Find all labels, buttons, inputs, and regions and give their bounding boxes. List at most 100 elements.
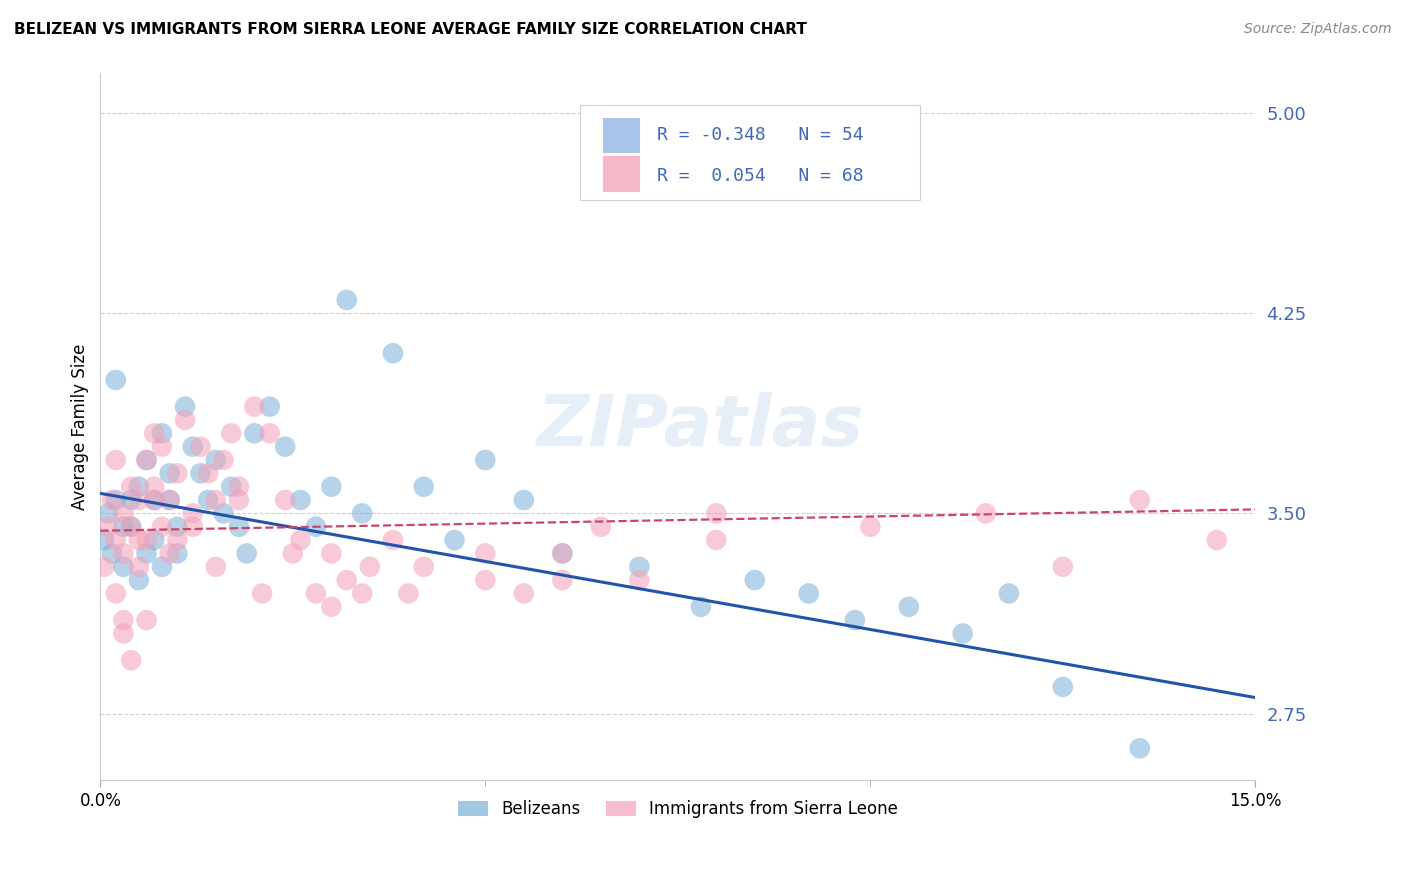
Point [305, 520, 328, 534]
Point [1129, 741, 1152, 756]
Point [474, 546, 496, 560]
Point [628, 573, 651, 587]
Point [166, 546, 188, 560]
Point [844, 613, 866, 627]
Point [174, 413, 197, 427]
Point [243, 426, 266, 441]
Point [1052, 559, 1074, 574]
Point [143, 480, 166, 494]
Point [135, 533, 157, 547]
Text: Source: ZipAtlas.com: Source: ZipAtlas.com [1244, 22, 1392, 37]
Point [93, 533, 115, 547]
Point [381, 346, 404, 360]
Text: ZIPatlas: ZIPatlas [537, 392, 865, 461]
Point [150, 440, 173, 454]
Point [305, 586, 328, 600]
Point [104, 373, 127, 387]
Point [112, 626, 135, 640]
Point [1052, 680, 1074, 694]
Y-axis label: Average Family Size: Average Family Size [72, 343, 89, 510]
Point [359, 559, 381, 574]
Point [104, 493, 127, 508]
Point [589, 520, 612, 534]
Legend: Belizeans, Immigrants from Sierra Leone: Belizeans, Immigrants from Sierra Leone [451, 794, 904, 825]
Point [474, 453, 496, 467]
Point [704, 533, 727, 547]
Point [128, 573, 150, 587]
Point [143, 426, 166, 441]
Point [190, 467, 212, 481]
Point [250, 586, 273, 600]
Point [396, 586, 419, 600]
Point [112, 520, 135, 534]
Point [704, 507, 727, 521]
Point [174, 400, 197, 414]
Point [166, 520, 188, 534]
Text: R =  0.054   N = 68: R = 0.054 N = 68 [657, 167, 863, 185]
Point [205, 493, 228, 508]
Point [290, 533, 312, 547]
Point [235, 546, 257, 560]
Point [166, 533, 188, 547]
Point [281, 546, 304, 560]
Point [228, 493, 250, 508]
Point [474, 573, 496, 587]
Point [197, 493, 219, 508]
Point [143, 493, 166, 508]
Point [159, 546, 181, 560]
Point [205, 559, 228, 574]
Point [336, 293, 359, 307]
Point [1129, 493, 1152, 508]
FancyBboxPatch shape [579, 104, 921, 201]
Point [101, 493, 124, 508]
Point [228, 480, 250, 494]
Point [181, 440, 204, 454]
Point [321, 546, 343, 560]
Point [352, 586, 374, 600]
Point [259, 426, 281, 441]
Point [1205, 533, 1227, 547]
Point [336, 573, 359, 587]
Point [551, 546, 574, 560]
Text: BELIZEAN VS IMMIGRANTS FROM SIERRA LEONE AVERAGE FAMILY SIZE CORRELATION CHART: BELIZEAN VS IMMIGRANTS FROM SIERRA LEONE… [14, 22, 807, 37]
Point [150, 426, 173, 441]
Point [628, 559, 651, 574]
Point [101, 546, 124, 560]
Point [974, 507, 997, 521]
Point [321, 480, 343, 494]
Point [352, 507, 374, 521]
Point [150, 520, 173, 534]
Point [112, 507, 135, 521]
Point [690, 599, 713, 614]
Point [197, 467, 219, 481]
Point [274, 493, 297, 508]
Point [135, 546, 157, 560]
Point [159, 493, 181, 508]
Point [181, 507, 204, 521]
Point [135, 613, 157, 627]
Point [190, 440, 212, 454]
Point [97, 507, 120, 521]
Point [513, 586, 536, 600]
Point [135, 453, 157, 467]
Point [243, 400, 266, 414]
Point [135, 453, 157, 467]
Point [412, 559, 434, 574]
Point [104, 586, 127, 600]
Point [259, 400, 281, 414]
Point [551, 573, 574, 587]
Point [128, 493, 150, 508]
Point [859, 520, 882, 534]
Point [120, 493, 142, 508]
FancyBboxPatch shape [603, 156, 640, 192]
Point [381, 533, 404, 547]
Point [952, 626, 974, 640]
Point [513, 493, 536, 508]
Point [228, 520, 250, 534]
Point [159, 467, 181, 481]
Point [274, 440, 297, 454]
Point [166, 467, 188, 481]
Point [412, 480, 434, 494]
Point [104, 453, 127, 467]
Point [143, 533, 166, 547]
